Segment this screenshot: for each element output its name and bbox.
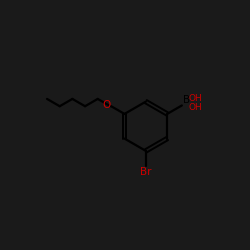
- Text: O: O: [102, 100, 110, 110]
- Text: Br: Br: [140, 167, 151, 177]
- Text: B: B: [182, 95, 190, 105]
- Text: OH: OH: [188, 94, 202, 103]
- Text: OH: OH: [188, 103, 202, 112]
